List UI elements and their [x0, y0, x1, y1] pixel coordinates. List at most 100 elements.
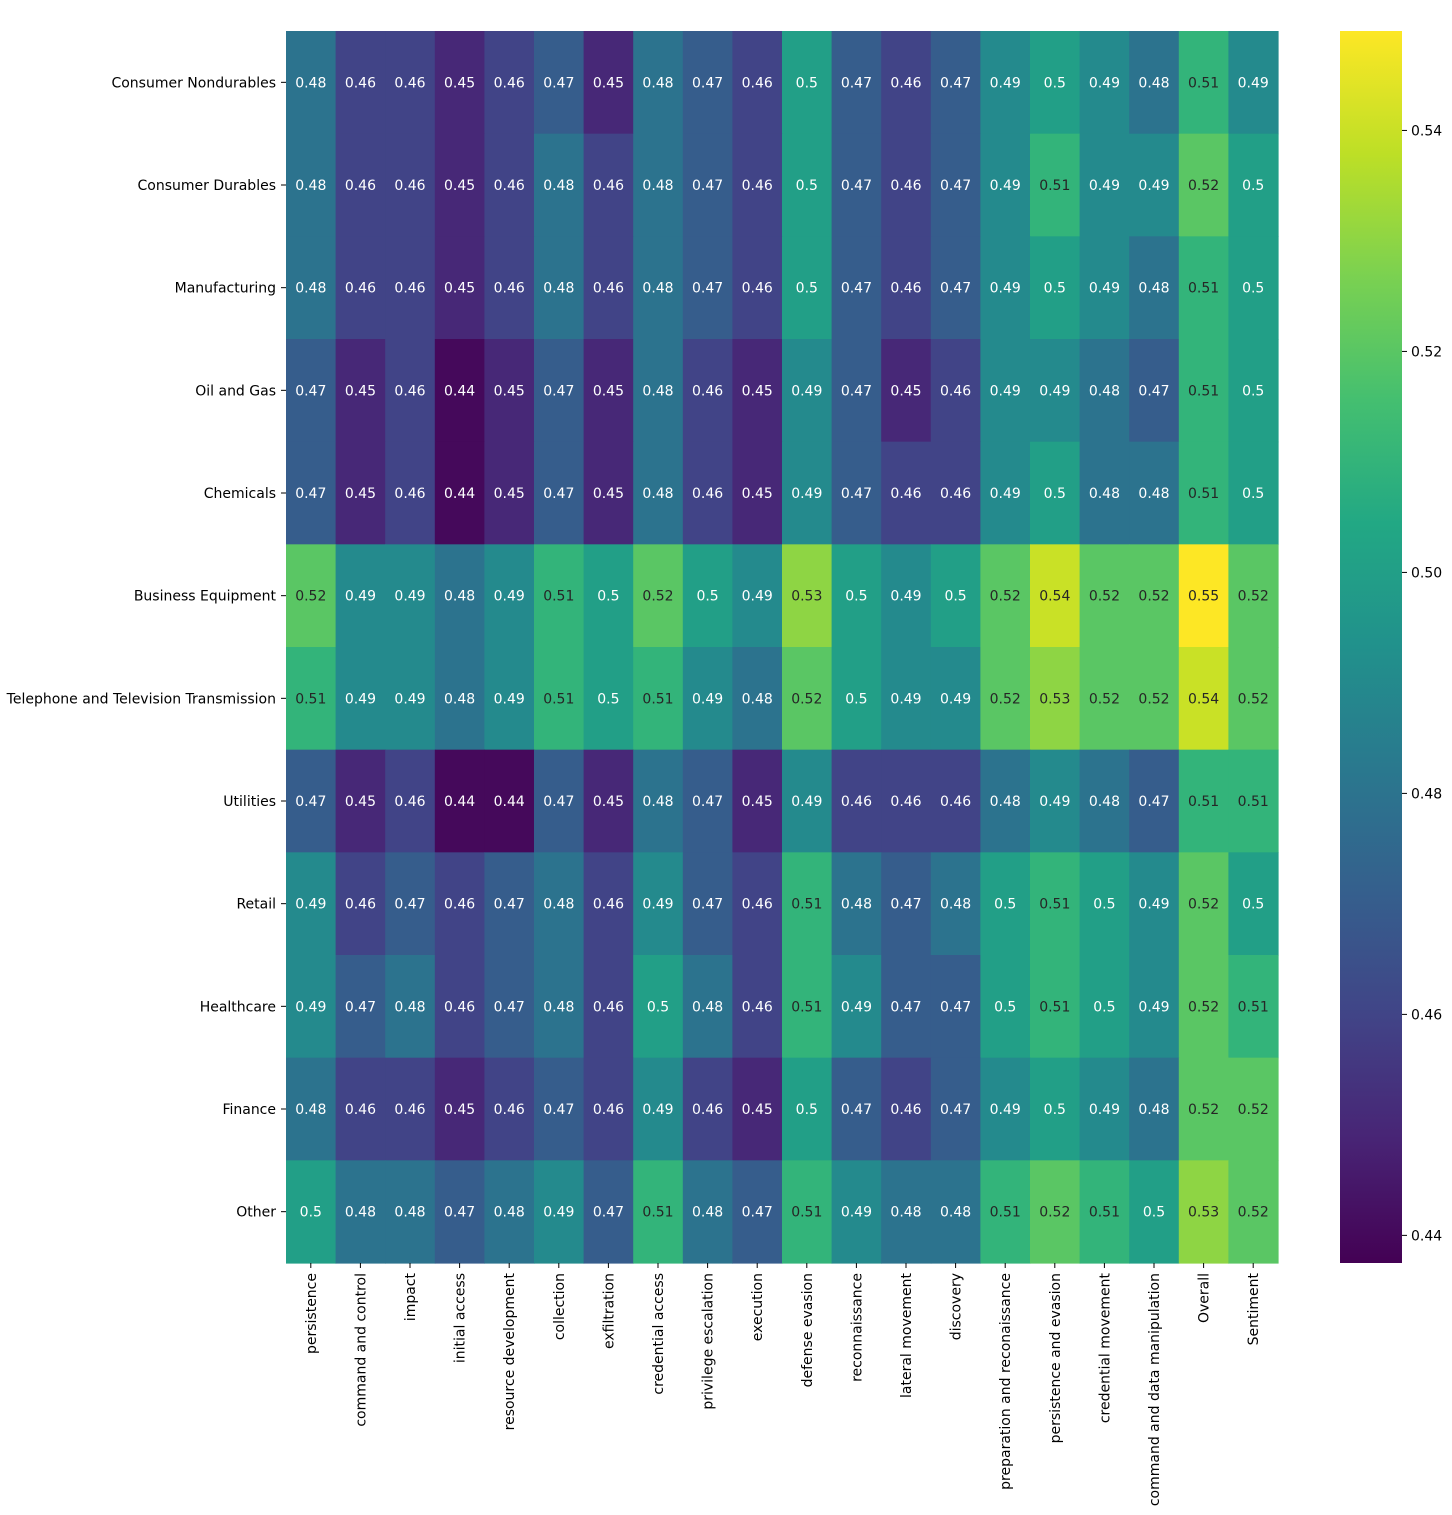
- row-label: Consumer Durables: [137, 178, 276, 194]
- heatmap-cell: [782, 441, 833, 545]
- heatmap-cell: [682, 544, 733, 648]
- heatmap-cell: [831, 647, 882, 751]
- heatmap-cell-value: 0.45: [742, 383, 773, 399]
- heatmap-cell: [1178, 749, 1229, 853]
- heatmap-cell-value: 0.52: [295, 589, 326, 605]
- heatmap-cell-value: 0.46: [444, 999, 475, 1015]
- heatmap-cell: [335, 31, 386, 135]
- heatmap-cell: [930, 852, 981, 956]
- heatmap-cell-value: 0.51: [295, 691, 326, 707]
- heatmap-cell: [682, 647, 733, 751]
- heatmap-cell-value: 0.45: [345, 794, 376, 810]
- heatmap-cell-value: 0.52: [1188, 178, 1219, 194]
- heatmap-cell-value: 0.48: [295, 1102, 326, 1118]
- heatmap-cell: [583, 441, 634, 545]
- heatmap-cell-value: 0.44: [444, 486, 475, 502]
- heatmap-cell: [484, 544, 535, 648]
- heatmap-cell-value: 0.45: [890, 383, 921, 399]
- row-label: Finance: [222, 1102, 276, 1118]
- heatmap-cell-value: 0.48: [444, 589, 475, 605]
- heatmap-cell: [1079, 31, 1130, 135]
- heatmap-cell-value: 0.49: [791, 794, 822, 810]
- heatmap-cell-value: 0.46: [394, 383, 425, 399]
- heatmap-cell-value: 0.47: [692, 75, 723, 91]
- heatmap-cell-value: 0.49: [642, 897, 673, 913]
- heatmap-cell: [1079, 1057, 1130, 1161]
- heatmap-cell-value: 0.49: [1138, 999, 1169, 1015]
- heatmap-cell-value: 0.48: [494, 1205, 525, 1221]
- heatmap-cell-value: 0.52: [1188, 999, 1219, 1015]
- heatmap-cell-value: 0.46: [890, 75, 921, 91]
- heatmap-cell: [1030, 339, 1081, 443]
- heatmap-cell: [335, 544, 386, 648]
- heatmap-cell-value: 0.49: [295, 999, 326, 1015]
- heatmap-cell-value: 0.52: [1089, 589, 1120, 605]
- heatmap-cell: [633, 647, 684, 751]
- column-label: Sentiment: [1246, 1272, 1262, 1345]
- heatmap-cell: [534, 955, 585, 1059]
- heatmap-cell-value: 0.47: [692, 178, 723, 194]
- heatmap-cell-value: 0.5: [597, 691, 619, 707]
- heatmap-cell-value: 0.48: [543, 999, 574, 1015]
- heatmap-cell: [1178, 133, 1229, 237]
- heatmap-cell: [1030, 1160, 1081, 1264]
- heatmap-cell-value: 0.45: [593, 794, 624, 810]
- heatmap-cell: [583, 1160, 634, 1264]
- heatmap-cell-value: 0.46: [494, 281, 525, 297]
- heatmap-cell-value: 0.5: [845, 589, 867, 605]
- heatmap-cell: [831, 1160, 882, 1264]
- heatmap-cell: [385, 1160, 436, 1264]
- heatmap-cell: [385, 31, 436, 135]
- heatmap-cell: [1030, 236, 1081, 340]
- heatmap-cell-value: 0.53: [1188, 1205, 1219, 1221]
- heatmap-cell: [930, 749, 981, 853]
- heatmap-cell-value: 0.47: [940, 178, 971, 194]
- heatmap-cell: [534, 1160, 585, 1264]
- heatmap-cell-value: 0.49: [1138, 178, 1169, 194]
- heatmap-cell-value: 0.49: [692, 691, 723, 707]
- heatmap-cell-value: 0.49: [890, 589, 921, 605]
- heatmap-cell-value: 0.47: [841, 281, 872, 297]
- heatmap-cell: [1228, 544, 1279, 648]
- column-label: privilege escalation: [701, 1273, 717, 1410]
- heatmap-cell-value: 0.47: [494, 897, 525, 913]
- heatmap-cell-value: 0.48: [692, 1205, 723, 1221]
- colorbar-tick-label: 0.50: [1411, 565, 1442, 581]
- heatmap-cell-value: 0.5: [1143, 1205, 1165, 1221]
- heatmap-cell-value: 0.49: [990, 75, 1021, 91]
- heatmap-cell-value: 0.47: [890, 999, 921, 1015]
- heatmap-cell-value: 0.47: [345, 999, 376, 1015]
- column-label: exfiltration: [601, 1273, 617, 1349]
- heatmap-cell: [534, 31, 585, 135]
- heatmap-cell-value: 0.5: [1044, 486, 1066, 502]
- heatmap-cell: [583, 1057, 634, 1161]
- heatmap-cell: [583, 236, 634, 340]
- heatmap-cell-value: 0.49: [890, 691, 921, 707]
- heatmap-cell: [583, 339, 634, 443]
- heatmap-cell-value: 0.51: [1039, 897, 1070, 913]
- heatmap-cell-value: 0.48: [940, 897, 971, 913]
- heatmap-cell-value: 0.48: [642, 794, 673, 810]
- heatmap-cell-value: 0.5: [1242, 897, 1264, 913]
- heatmap-cell-value: 0.46: [394, 178, 425, 194]
- heatmap-cell-value: 0.52: [990, 589, 1021, 605]
- heatmap-cell: [1129, 1057, 1180, 1161]
- heatmap-cell: [633, 1057, 684, 1161]
- heatmap-cell: [1030, 647, 1081, 751]
- heatmap-cell: [633, 544, 684, 648]
- heatmap-cell: [1228, 339, 1279, 443]
- heatmap-cell-value: 0.51: [791, 897, 822, 913]
- heatmap-cell-value: 0.48: [1089, 794, 1120, 810]
- heatmap-cell: [385, 236, 436, 340]
- heatmap-cell: [682, 133, 733, 237]
- heatmap-cell: [831, 544, 882, 648]
- heatmap-cell: [930, 133, 981, 237]
- row-label: Telephone and Television Transmission: [6, 691, 276, 707]
- heatmap-cell: [534, 544, 585, 648]
- heatmap-cell-value: 0.46: [742, 178, 773, 194]
- heatmap-cell-value: 0.48: [1138, 281, 1169, 297]
- heatmap-cell-value: 0.49: [1089, 75, 1120, 91]
- heatmap-cell-value: 0.46: [494, 178, 525, 194]
- heatmap-cell-value: 0.49: [1089, 178, 1120, 194]
